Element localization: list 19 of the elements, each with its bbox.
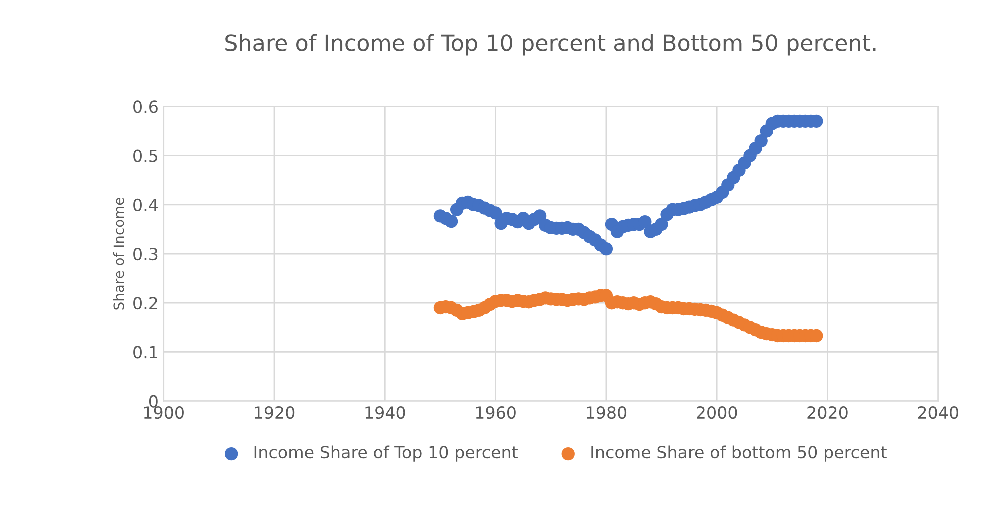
y-axis-title: Share of Income [113,198,124,310]
y-tick-label: 0.3 [134,248,158,261]
legend-label: Income Share of Top 10 percent [254,446,518,462]
x-tick-label: 1900 [144,406,184,420]
x-tick-label: 1960 [476,406,516,420]
y-tick-label: 0.1 [134,346,158,359]
y-tick-label: 0 [149,395,158,408]
chart-title: Share of Income of Top 10 percent and Bottom 50 percent. [226,34,876,56]
x-tick-label: 1940 [366,406,406,420]
y-tick-label: 0.2 [134,297,158,310]
x-tick-label: 2000 [697,406,738,420]
y-tick-label: 0.5 [134,150,158,162]
y-tick-label: 0.4 [134,198,158,212]
legend-label: Income Share of bottom 50 percent [592,446,887,462]
x-tick-label: 1920 [255,406,295,420]
x-tick-label: 1980 [587,406,627,420]
x-tick-label: 2020 [808,406,848,420]
x-tick-label: 2040 [918,406,958,420]
y-tick-label: 0.6 [134,100,158,114]
